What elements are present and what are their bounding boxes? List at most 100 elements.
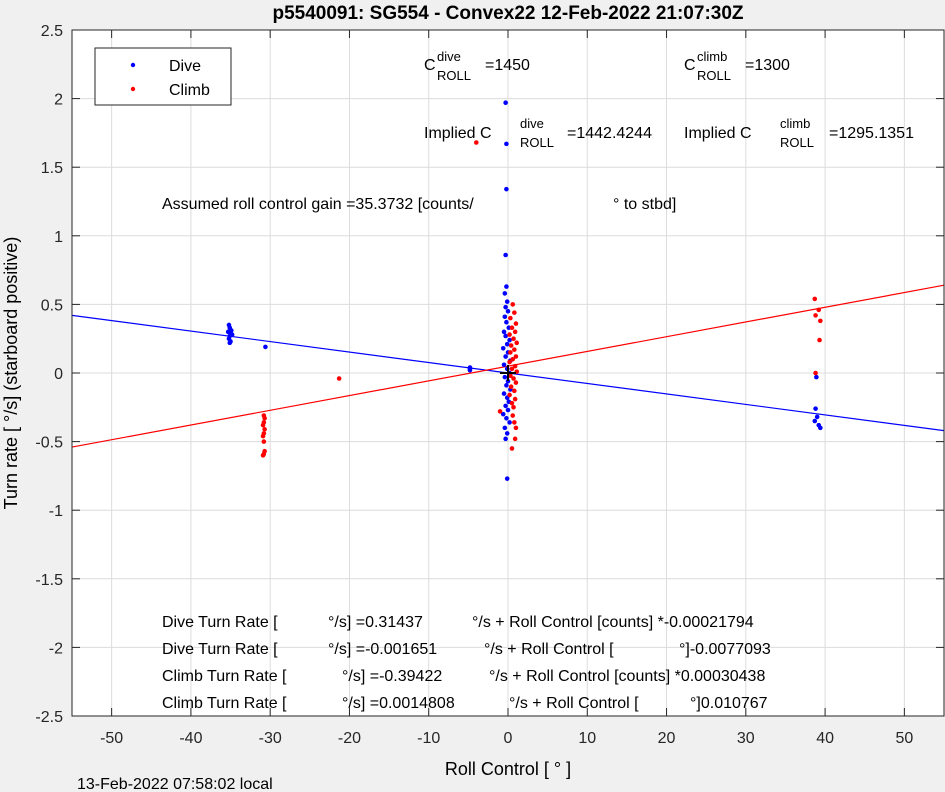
x-tick-label: -20 [338, 730, 361, 747]
fit-eq-3-part2: °/s] =-0.39422 [342, 668, 442, 685]
dive-point [503, 333, 508, 339]
climb-point [812, 296, 818, 302]
climb-point [511, 376, 516, 381]
legend-dive-label: Dive [169, 58, 201, 75]
fit-eq-4-part1: Climb Turn Rate [ [162, 695, 287, 712]
fit-eq-4-part2: °/s] =0.0014808 [342, 695, 455, 712]
c-roll-dive-value: =1450 [485, 57, 530, 74]
implied-dive-prefix: Implied C [424, 125, 492, 142]
dive-point [504, 476, 510, 481]
fit-eq-1-part1: Dive Turn Rate [ [162, 614, 278, 631]
climb-point [512, 329, 518, 335]
dive-point [504, 341, 510, 347]
dive-point [812, 418, 818, 424]
legend-dive-marker [130, 62, 136, 68]
gain-annotation: Assumed roll control gain =35.3732 [coun… [162, 196, 676, 213]
fit-eq-2-part4: °]-0.0077093 [679, 641, 771, 658]
climb-point [512, 396, 518, 402]
implied-dive-annotation: Implied C dive ROLL =1442.4244 [424, 116, 652, 150]
legend: Dive Climb [94, 47, 232, 106]
y-tick-label: -1.5 [35, 572, 63, 589]
c-roll-dive-prefix: C [424, 57, 436, 74]
dive-point [501, 329, 507, 335]
gain-text-part1: Assumed roll control gain =35.3732 [coun… [162, 196, 474, 213]
x-tick-label: -40 [179, 730, 202, 747]
dive-point [500, 411, 506, 417]
climb-point [816, 307, 822, 313]
center-marker [500, 365, 516, 381]
climb-point [513, 354, 519, 359]
climb-point [510, 413, 516, 418]
climb-point [513, 425, 519, 431]
data-points [225, 100, 823, 481]
y-tick-label: -2 [49, 640, 63, 657]
dive-point [500, 346, 506, 351]
legend-climb-marker [130, 86, 136, 92]
x-tick-label: 40 [816, 730, 834, 747]
climb-point [512, 310, 517, 315]
climb-point [260, 453, 266, 458]
climb-point [813, 370, 818, 376]
dive-point [503, 436, 508, 442]
y-tick-label: 2 [54, 92, 63, 109]
implied-dive-sup: dive [520, 116, 544, 131]
climb-point [260, 433, 266, 439]
climb-point [497, 409, 503, 414]
dive-point [814, 374, 819, 380]
implied-climb-prefix: Implied C [684, 125, 752, 142]
y-tick-label: -1 [49, 503, 63, 520]
dive-point [504, 431, 510, 436]
dive-point [502, 425, 508, 431]
climb-point [507, 332, 512, 337]
climb-point [817, 337, 822, 343]
dive-point [504, 284, 509, 289]
dive-point [506, 325, 512, 331]
y-tick-label: 0 [54, 366, 63, 383]
fit-eq-2-part1: Dive Turn Rate [ [162, 641, 278, 658]
c-roll-climb-annotation: C climb ROLL =1300 [684, 49, 790, 83]
c-roll-climb-sub: ROLL [697, 68, 731, 83]
dive-point [505, 407, 511, 413]
c-roll-dive-sub: ROLL [437, 68, 471, 83]
y-axis-label: Turn rate [ °/s] (starboard positive) [1, 237, 21, 510]
fit-equations: Dive Turn Rate [ °/s] =0.31437 °/s + Rol… [162, 614, 771, 712]
y-tick-label: 0.5 [41, 297, 63, 314]
dive-point [504, 415, 509, 421]
fit-eq-2-part3: °/s + Roll Control [ [484, 641, 614, 658]
climb-point [513, 380, 519, 385]
dive-point [814, 414, 820, 420]
climb-point [512, 347, 517, 352]
climb-point [510, 302, 516, 307]
dive-point [503, 304, 508, 310]
climb-point [508, 343, 514, 348]
dive-point [507, 337, 512, 343]
chart-title: p5540091: SG554 - Convex22 12-Feb-2022 2… [272, 3, 743, 24]
climb-point [813, 313, 818, 318]
fit-eq-4-part4: °]0.010767 [690, 695, 768, 712]
climb-point [509, 366, 515, 372]
climb-point [261, 439, 267, 444]
x-axis-label: Roll Control [ ° ] [445, 759, 571, 779]
axis-ticks: -50 -40 -30 -20 -10 0 10 20 30 40 50-2.5-2-1.5-1-0… [35, 23, 944, 747]
x-tick-label: 20 [658, 730, 676, 747]
dive-point [503, 252, 508, 258]
implied-climb-annotation: Implied C climb ROLL =1295.1351 [684, 116, 914, 150]
climb-point [508, 315, 513, 321]
c-roll-climb-prefix: C [684, 57, 696, 74]
footer-timestamp: 13-Feb-2022 07:58:02 local [77, 776, 273, 792]
dive-point [507, 420, 512, 425]
implied-climb-sup: climb [780, 116, 810, 131]
climb-point [508, 373, 513, 379]
climb-point [336, 376, 342, 381]
dive-point [501, 362, 507, 368]
dive-point [813, 406, 818, 411]
implied-climb-value: =1295.1351 [829, 125, 914, 142]
dive-point [502, 291, 508, 296]
climb-point [512, 420, 517, 425]
dive-point [503, 100, 508, 106]
fit-eq-4-part3: °/s + Roll Control [ [509, 695, 639, 712]
c-roll-climb-value: =1300 [745, 57, 790, 74]
dive-point [505, 308, 511, 314]
dive-point [263, 344, 268, 350]
climb-point [509, 446, 515, 451]
